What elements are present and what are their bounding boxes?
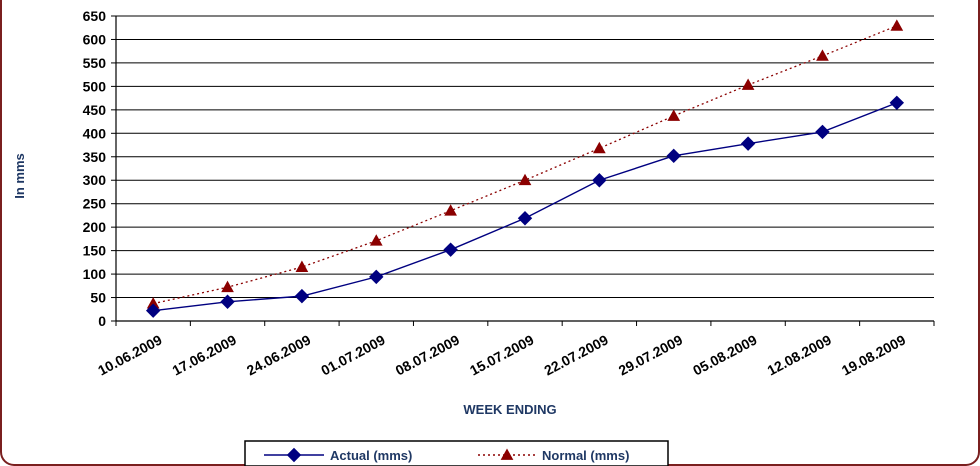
x-tick-label: 29.07.2009 bbox=[616, 331, 686, 378]
x-tick-label: 05.08.2009 bbox=[690, 331, 760, 378]
y-tick-label: 400 bbox=[83, 125, 107, 141]
data-point bbox=[286, 447, 302, 463]
data-point bbox=[816, 49, 829, 61]
legend-label: Actual (mms) bbox=[330, 448, 412, 463]
y-axis-title: In mms bbox=[12, 153, 27, 199]
data-point bbox=[592, 173, 607, 188]
x-axis-title: WEEK ENDING bbox=[463, 402, 556, 417]
data-point bbox=[444, 204, 457, 216]
y-tick-label: 450 bbox=[83, 102, 107, 118]
y-tick-label: 550 bbox=[83, 55, 107, 71]
legend: Actual (mms) Normal (mms) bbox=[244, 440, 669, 466]
data-point bbox=[741, 78, 755, 90]
data-point bbox=[889, 95, 905, 111]
data-point bbox=[518, 173, 532, 186]
y-tick-label: 100 bbox=[83, 266, 107, 282]
x-tick-label: 24.06.2009 bbox=[244, 331, 314, 378]
gridlines bbox=[116, 15, 934, 299]
y-tick-label: 350 bbox=[83, 149, 107, 165]
data-point bbox=[815, 124, 830, 140]
series-line bbox=[153, 102, 898, 312]
data-point bbox=[295, 260, 309, 272]
y-tick-label: 650 bbox=[83, 8, 107, 24]
axes bbox=[111, 15, 935, 326]
data-point bbox=[890, 19, 904, 31]
data-point bbox=[220, 294, 235, 309]
y-tick-label: 50 bbox=[90, 290, 106, 306]
data-point bbox=[667, 109, 681, 121]
data-point bbox=[221, 280, 234, 293]
data-point bbox=[740, 136, 756, 151]
y-tick-label: 0 bbox=[98, 313, 106, 329]
data-point bbox=[369, 234, 383, 246]
y-tick-label: 250 bbox=[83, 196, 107, 212]
x-tick-label: 22.07.2009 bbox=[541, 331, 611, 378]
legend-box bbox=[244, 440, 669, 466]
x-tick-label: 01.07.2009 bbox=[318, 331, 388, 378]
data-point bbox=[369, 269, 384, 285]
y-tick-label: 300 bbox=[83, 172, 107, 188]
y-tick-label: 200 bbox=[83, 219, 107, 235]
x-tick-label: 08.07.2009 bbox=[393, 331, 463, 378]
x-tick-label: 17.06.2009 bbox=[170, 331, 240, 378]
legend-label: Normal (mms) bbox=[542, 448, 629, 463]
y-tick-label: 600 bbox=[83, 31, 107, 47]
data-point bbox=[500, 448, 514, 460]
series-line bbox=[153, 25, 898, 305]
data-point bbox=[593, 141, 606, 154]
x-tick-label: 15.07.2009 bbox=[467, 331, 537, 378]
data-point bbox=[443, 242, 458, 257]
x-tick-label: 10.06.2009 bbox=[95, 331, 165, 378]
data-point bbox=[294, 288, 310, 304]
y-tick-label: 500 bbox=[83, 78, 107, 94]
data-point bbox=[145, 303, 161, 318]
data-point bbox=[517, 211, 533, 226]
y-tick-label: 150 bbox=[83, 243, 107, 259]
tick-labels: 0 50 100 150 200 250 300 350 400 450 500 550 600 650 1… bbox=[83, 8, 909, 379]
data-point bbox=[666, 148, 681, 164]
x-tick-label: 12.08.2009 bbox=[764, 331, 834, 378]
series-lines bbox=[145, 19, 905, 318]
x-tick-label: 19.08.2009 bbox=[839, 331, 909, 378]
